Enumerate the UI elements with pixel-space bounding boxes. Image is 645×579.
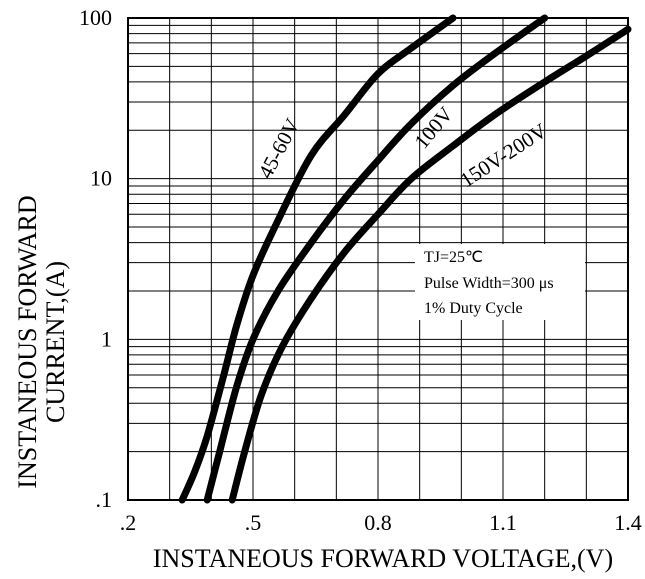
grid [127,17,629,501]
x-tick-label: .2 [120,510,137,535]
annotation-line-2: Pulse Width=300 μs [424,275,554,292]
y-axis-title: INSTANEOUS FORWARD CURRENT,(A) [13,195,70,488]
y-axis-title-line-1: INSTANEOUS FORWARD [13,195,42,488]
y-axis-title-line-2: CURRENT,(A) [41,261,70,423]
curves [178,14,632,504]
y-tick-label: .1 [96,487,113,512]
annotation-line-3: 1% Duty Cycle [424,300,523,317]
x-tick-label: 1.1 [489,510,517,535]
y-tick-label: 1 [101,326,112,351]
curve-label-45-60v: 45-60V [253,114,304,182]
x-tick-label: 0.8 [364,510,392,535]
series-line-2 [228,25,632,504]
annotation-line-1: TJ=25℃ [424,249,483,266]
tick-labels: .2 .5 0.8 1.1 1.4 .1 1 10 100 [79,5,642,535]
y-tick-label: 100 [79,5,112,30]
series-line-0 [178,14,457,504]
series-line-1 [203,14,549,504]
plot-border [127,17,629,501]
x-tick-label: .5 [245,510,262,535]
annotation-box [415,244,585,320]
x-axis-title: INSTANEOUS FORWARD VOLTAGE,(V) [153,544,613,573]
x-tick-label: 1.4 [614,510,642,535]
y-tick-label: 10 [90,166,112,191]
